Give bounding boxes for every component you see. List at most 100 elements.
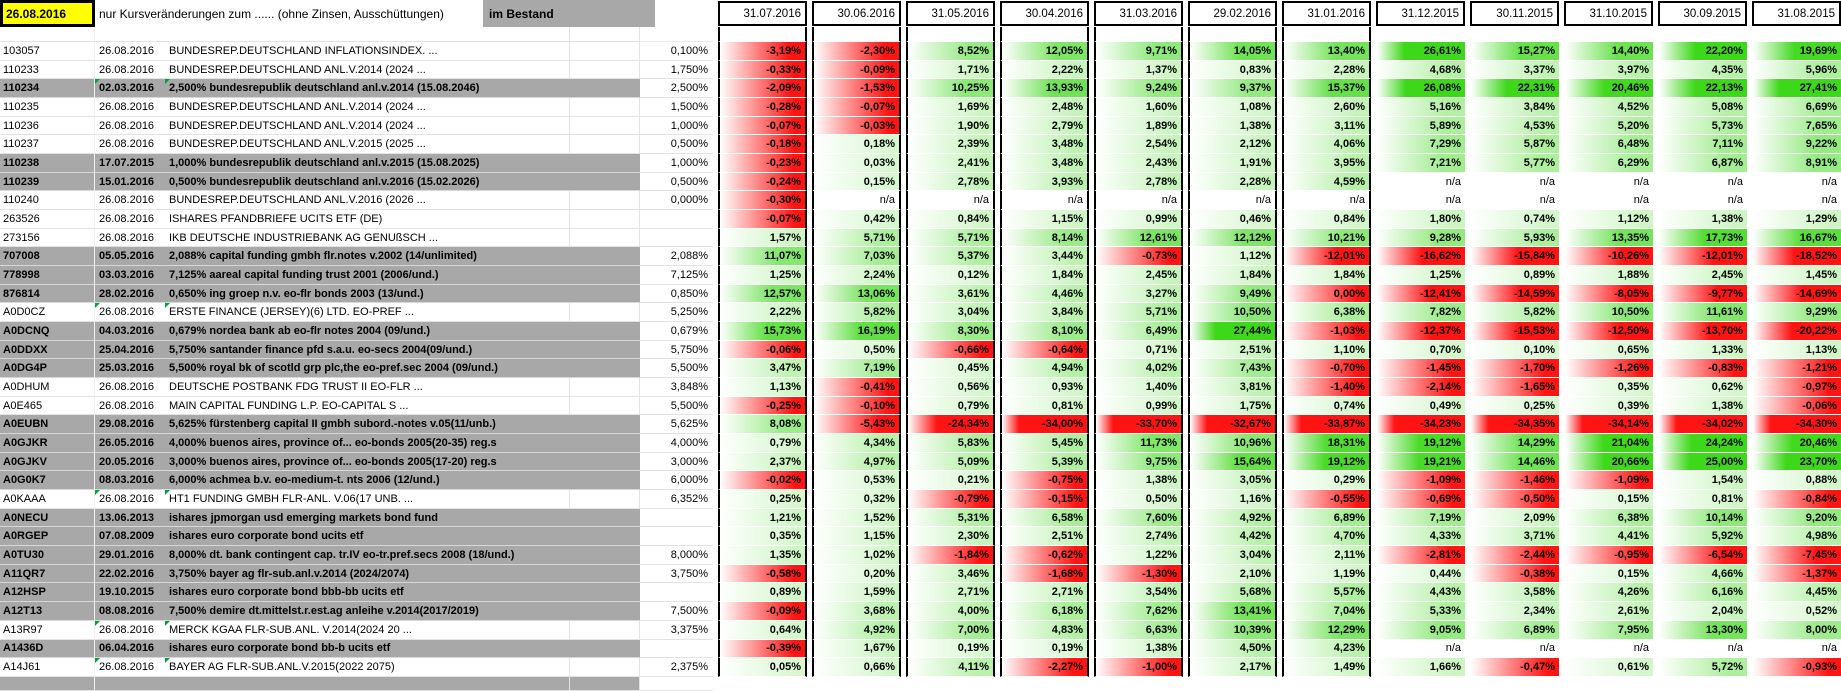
change-cell[interactable]: 7,43% <box>1183 359 1277 379</box>
change-cell[interactable]: 4,46% <box>995 284 1089 304</box>
change-cell[interactable]: 1,84% <box>995 266 1089 285</box>
change-cell[interactable]: 1,25% <box>1371 266 1465 285</box>
security-name-cell[interactable]: 5,500% royal bk of scotld grp plc,the eo… <box>165 359 570 379</box>
change-cell[interactable]: 0,15% <box>1559 564 1653 584</box>
change-cell[interactable]: 4,43% <box>1371 583 1465 603</box>
change-cell[interactable]: 3,58% <box>1465 583 1559 603</box>
blank-cell[interactable] <box>570 154 640 173</box>
change-cell[interactable]: 2,71% <box>995 583 1089 603</box>
coupon-cell[interactable]: 3,750% <box>640 564 713 584</box>
change-cell[interactable]: -34,23% <box>1371 415 1465 435</box>
change-cell[interactable]: 1,33% <box>1653 340 1747 360</box>
change-cell[interactable]: 5,71% <box>1089 303 1183 323</box>
change-cell[interactable]: n/a <box>1371 172 1465 192</box>
change-cell[interactable]: -0,73% <box>1089 247 1183 267</box>
change-cell[interactable]: 5,77% <box>1465 154 1559 173</box>
change-cell[interactable]: 0,84% <box>901 210 995 229</box>
change-cell[interactable]: 5,37% <box>901 247 995 267</box>
coupon-cell[interactable]: 3,375% <box>640 620 713 640</box>
change-cell[interactable]: 4,33% <box>1371 527 1465 547</box>
change-cell[interactable]: 2,28% <box>1183 172 1277 192</box>
blank-cell[interactable] <box>570 602 640 621</box>
security-name-cell[interactable]: 1,000% bundesrepublik deutschland anl.v.… <box>165 154 570 173</box>
change-cell[interactable]: 5,68% <box>1183 583 1277 603</box>
security-id-cell[interactable]: 707008 <box>0 247 95 267</box>
change-cell[interactable]: n/a <box>1653 172 1747 192</box>
change-cell[interactable]: 12,29% <box>1277 620 1371 640</box>
change-cell[interactable]: 14,05% <box>1183 42 1277 61</box>
change-cell[interactable]: 0,29% <box>1277 471 1371 491</box>
change-cell[interactable]: -0,62% <box>995 546 1089 565</box>
change-cell[interactable]: 5,39% <box>995 452 1089 472</box>
change-cell[interactable]: -0,69% <box>1371 490 1465 509</box>
date-column-header[interactable]: 31.03.2016 <box>1089 0 1183 27</box>
change-cell[interactable]: -12,01% <box>1277 247 1371 267</box>
date-column-header[interactable]: 30.04.2016 <box>995 0 1089 27</box>
date-column-header[interactable]: 30.11.2015 <box>1465 0 1559 27</box>
change-cell[interactable]: 2,28% <box>1277 60 1371 80</box>
change-cell[interactable]: 11,07% <box>713 247 807 267</box>
change-cell[interactable]: -0,97% <box>1747 378 1841 397</box>
change-cell[interactable]: 2,45% <box>1653 266 1747 285</box>
change-cell[interactable]: 19,12% <box>1277 452 1371 472</box>
change-cell[interactable]: 0,35% <box>713 527 807 547</box>
blank-cell[interactable] <box>570 60 640 80</box>
change-cell[interactable]: 2,51% <box>1183 340 1277 360</box>
change-cell[interactable]: 0,12% <box>901 266 995 285</box>
change-cell[interactable]: -10,26% <box>1559 247 1653 267</box>
change-cell[interactable]: 25,00% <box>1653 452 1747 472</box>
change-cell[interactable]: 1,15% <box>995 210 1089 229</box>
change-cell[interactable]: -0,02% <box>713 471 807 491</box>
change-cell[interactable]: 13,93% <box>995 79 1089 99</box>
change-cell[interactable]: 3,46% <box>901 564 995 584</box>
coupon-cell[interactable]: 3,848% <box>640 378 713 397</box>
change-cell[interactable]: 6,29% <box>1559 154 1653 173</box>
change-cell[interactable]: 0,46% <box>1183 210 1277 229</box>
change-cell[interactable]: 1,38% <box>1089 639 1183 659</box>
change-cell[interactable]: 5,96% <box>1747 60 1841 80</box>
security-id-cell[interactable]: 110233 <box>0 60 95 80</box>
blank-cell[interactable] <box>570 42 640 61</box>
purchase-date-cell[interactable]: 26.05.2016 <box>95 434 165 453</box>
date-column-header[interactable]: 31.12.2015 <box>1371 0 1465 27</box>
change-cell[interactable]: 15,37% <box>1277 79 1371 99</box>
change-cell[interactable]: 3,04% <box>901 303 995 323</box>
change-cell[interactable]: 8,14% <box>995 228 1089 248</box>
blank-cell[interactable] <box>570 191 640 211</box>
change-cell[interactable]: 0,84% <box>1277 210 1371 229</box>
purchase-date-cell[interactable]: 08.03.2016 <box>95 471 165 491</box>
change-cell[interactable]: 2,22% <box>713 303 807 323</box>
change-cell[interactable]: 2,45% <box>1089 266 1183 285</box>
change-cell[interactable]: 13,30% <box>1653 620 1747 640</box>
change-cell[interactable]: -2,81% <box>1371 546 1465 565</box>
change-cell[interactable]: 2,51% <box>995 527 1089 547</box>
change-cell[interactable]: 13,41% <box>1183 602 1277 621</box>
change-cell[interactable]: 1,13% <box>713 378 807 397</box>
blank-cell[interactable] <box>570 285 640 304</box>
change-cell[interactable]: 5,71% <box>807 228 901 248</box>
security-id-cell[interactable]: A0KAAA <box>0 490 95 509</box>
change-cell[interactable]: -2,27% <box>995 658 1089 677</box>
security-id-cell[interactable]: A0G0K7 <box>0 471 95 491</box>
change-cell[interactable]: 6,69% <box>1747 98 1841 117</box>
change-cell[interactable]: 1,66% <box>1371 658 1465 677</box>
coupon-cell[interactable]: 1,500% <box>640 98 713 117</box>
purchase-date-cell[interactable]: 02.03.2016 <box>95 79 165 99</box>
security-name-cell[interactable]: BUNDESREP.DEUTSCHLAND INFLATIONSINDEX. .… <box>165 42 570 61</box>
blank-cell[interactable] <box>570 583 640 603</box>
change-cell[interactable]: n/a <box>1371 191 1465 211</box>
security-name-cell[interactable]: 7,125% aareal capital funding trust 2001… <box>165 266 570 285</box>
change-cell[interactable]: 7,62% <box>1089 602 1183 621</box>
change-cell[interactable]: 10,25% <box>901 79 995 99</box>
date-column-header[interactable]: 30.06.2016 <box>807 0 901 27</box>
security-name-cell[interactable]: ishares euro corporate bond ucits etf <box>165 527 570 547</box>
security-id-cell[interactable]: A14J61 <box>0 658 95 677</box>
security-id-cell[interactable]: 110237 <box>0 135 95 155</box>
security-name-cell[interactable]: IKB DEUTSCHE INDUSTRIEBANK AG GENUßSCH .… <box>165 228 570 248</box>
change-cell[interactable]: -1,00% <box>1089 658 1183 677</box>
change-cell[interactable]: 0,03% <box>807 154 901 173</box>
change-cell[interactable]: n/a <box>901 191 995 211</box>
change-cell[interactable]: 5,20% <box>1559 116 1653 136</box>
date-column-header[interactable]: 31.01.2016 <box>1277 0 1371 27</box>
change-cell[interactable]: 9,75% <box>1089 452 1183 472</box>
